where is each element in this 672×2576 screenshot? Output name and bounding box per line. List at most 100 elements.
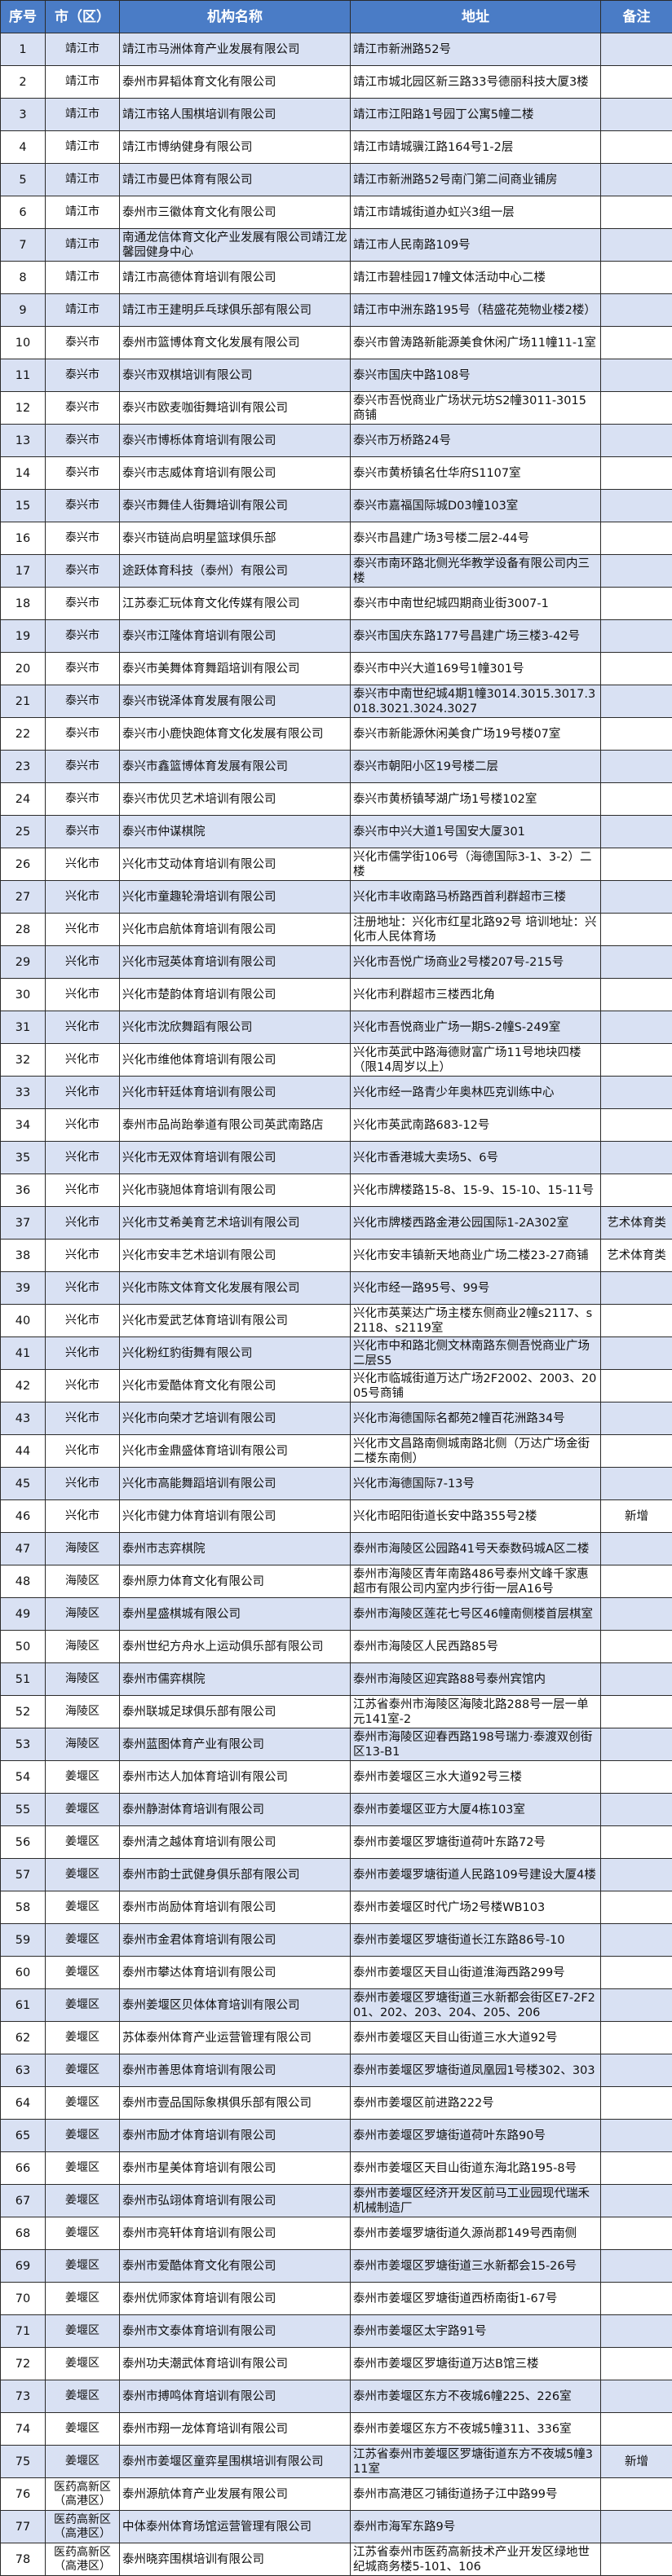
row-address: 泰州市海陵区莲花七号区46幢南侧楼首层棋室 bbox=[350, 1597, 601, 1631]
row-remark bbox=[600, 2086, 672, 2120]
row-remark bbox=[600, 1108, 672, 1142]
row-institution-name: 泰兴市欧麦咖街舞培训有限公司 bbox=[119, 391, 351, 425]
row-institution-name: 途跃体育科技（泰州）有限公司 bbox=[119, 554, 351, 588]
row-institution-name: 泰兴市江隆体育培训有限公司 bbox=[119, 619, 351, 653]
row-remark bbox=[600, 1043, 672, 1077]
row-address: 江苏省泰州市医药高新技术产业开发区绿地世纪城商务楼5-101、106 bbox=[350, 2543, 601, 2576]
row-remark bbox=[600, 522, 672, 555]
row-remark bbox=[600, 782, 672, 816]
row-index: 72 bbox=[0, 2347, 46, 2380]
row-index: 38 bbox=[0, 1239, 46, 1272]
row-address: 靖江市城北园区新三路33号德丽科技大厦3楼 bbox=[350, 65, 601, 99]
row-institution-name: 靖江市王建明乒乓球俱乐部有限公司 bbox=[119, 293, 351, 327]
row-index: 26 bbox=[0, 848, 46, 881]
row-index: 47 bbox=[0, 1532, 46, 1565]
row-address: 兴化市牌楼路15-8、15-9、15-10、15-11号 bbox=[350, 1174, 601, 1207]
row-index: 14 bbox=[0, 456, 46, 490]
row-district: 姜堰区 bbox=[45, 1956, 120, 1989]
row-remark bbox=[600, 2380, 672, 2413]
row-district: 姜堰区 bbox=[45, 1891, 120, 1924]
row-district: 泰兴市 bbox=[45, 717, 120, 751]
row-remark bbox=[600, 2347, 672, 2380]
row-institution-name: 泰兴市小鹿快跑体育文化发展有限公司 bbox=[119, 717, 351, 751]
row-address: 泰州市海陵区公园路41号天泰数码城A区二楼 bbox=[350, 1532, 601, 1565]
row-address: 注册地址：兴化市红星北路92号 培训地址：兴化市人民体育场 bbox=[350, 913, 601, 946]
row-address: 兴化市牌楼西路金港公园国际1-2A302室 bbox=[350, 1206, 601, 1240]
row-address: 泰州市海陵区人民西路85号 bbox=[350, 1630, 601, 1663]
row-district: 泰兴市 bbox=[45, 522, 120, 555]
row-district: 靖江市 bbox=[45, 33, 120, 66]
row-index: 30 bbox=[0, 978, 46, 1011]
row-remark bbox=[600, 1956, 672, 1989]
row-address: 泰州市姜堰区太宇路91号 bbox=[350, 2314, 601, 2348]
table-header: 序号 市（区） 机构名称 地址 备注 bbox=[0, 0, 672, 33]
row-district: 兴化市 bbox=[45, 1174, 120, 1207]
row-index: 42 bbox=[0, 1369, 46, 1402]
row-address: 靖江市碧桂园17幢文体活动中心二楼 bbox=[350, 261, 601, 294]
row-index: 58 bbox=[0, 1891, 46, 1924]
row-district: 兴化市 bbox=[45, 880, 120, 914]
row-address: 泰州市姜堰区罗塘街道三水新都会街区E7-2F201、202、203、204、20… bbox=[350, 1988, 601, 2022]
row-index: 60 bbox=[0, 1956, 46, 1989]
row-address: 靖江市人民南路109号 bbox=[350, 228, 601, 262]
row-remark bbox=[600, 1662, 672, 1696]
row-institution-name: 靖江市铭人围棋培训有限公司 bbox=[119, 98, 351, 131]
row-index: 36 bbox=[0, 1174, 46, 1207]
header-remark: 备注 bbox=[600, 0, 672, 33]
row-index: 9 bbox=[0, 293, 46, 327]
row-remark bbox=[600, 652, 672, 685]
row-institution-name: 泰州姜堰区贝体体育培训有限公司 bbox=[119, 1988, 351, 2022]
row-institution-name: 兴化市楚韵体育培训有限公司 bbox=[119, 978, 351, 1011]
row-institution-name: 泰州星盛棋城有限公司 bbox=[119, 1597, 351, 1631]
row-district: 兴化市 bbox=[45, 1011, 120, 1044]
table-row: 71 姜堰区 泰州市文泰体育培训有限公司 泰州市姜堰区太宇路91号 bbox=[0, 2314, 672, 2348]
row-institution-name: 靖江市博纳健身有限公司 bbox=[119, 130, 351, 164]
row-remark bbox=[600, 945, 672, 979]
row-institution-name: 兴化市安丰艺术培训有限公司 bbox=[119, 1239, 351, 1272]
row-institution-name: 泰州市搏鸣体育培训有限公司 bbox=[119, 2380, 351, 2413]
row-index: 43 bbox=[0, 1402, 46, 1435]
row-institution-name: 兴化市艾希美育艺术培训有限公司 bbox=[119, 1206, 351, 1240]
row-institution-name: 泰州功夫潮武体育培训有限公司 bbox=[119, 2347, 351, 2380]
row-district: 海陵区 bbox=[45, 1597, 120, 1631]
row-district: 泰兴市 bbox=[45, 815, 120, 848]
row-institution-name: 中体泰州体育场馆运营管理有限公司 bbox=[119, 2510, 351, 2543]
row-district: 泰兴市 bbox=[45, 619, 120, 653]
table-row: 53 海陵区 泰州蓝图体育产业有限公司 泰州市海陵区迎春西路198号瑞力·泰渡双创街区… bbox=[0, 1728, 672, 1761]
row-institution-name: 泰州市励才体育培训有限公司 bbox=[119, 2119, 351, 2152]
row-address: 泰兴市嘉福国际城D03幢103室 bbox=[350, 489, 601, 522]
row-index: 1 bbox=[0, 33, 46, 66]
row-index: 33 bbox=[0, 1076, 46, 1109]
row-address: 泰州市姜堰区罗塘街道万达B馆三楼 bbox=[350, 2347, 601, 2380]
table-row: 39 兴化市 兴化市陈文体育文化发展有限公司 兴化市经一路95号、99号 bbox=[0, 1271, 672, 1305]
row-remark: 新增 bbox=[600, 2445, 672, 2478]
row-index: 78 bbox=[0, 2543, 46, 2576]
row-district: 医药高新区（高港区） bbox=[45, 2510, 120, 2543]
row-remark bbox=[600, 1630, 672, 1663]
table-row: 31 兴化市 兴化市沈欣舞蹈有限公司 兴化市吾悦商业广场一期S-2幢S-249室 bbox=[0, 1011, 672, 1044]
row-remark bbox=[600, 33, 672, 66]
table-row: 48 海陵区 泰州原力体育文化有限公司 泰州市海陵区青年南路486号泰州文峰千家惠超市… bbox=[0, 1565, 672, 1598]
row-remark bbox=[600, 1402, 672, 1435]
row-index: 56 bbox=[0, 1825, 46, 1859]
table-row: 10 泰兴市 泰州市篮博体育文化发展有限公司 泰兴市曾涛路新能源美食休闲广场11幢11… bbox=[0, 326, 672, 359]
table-row: 42 兴化市 兴化市爱酷体育文化有限公司 兴化市临城街道万达广场2F2002、2003… bbox=[0, 1369, 672, 1402]
row-institution-name: 兴化市高能舞蹈培训有限公司 bbox=[119, 1467, 351, 1500]
row-institution-name: 泰州市尚励体育培训有限公司 bbox=[119, 1891, 351, 1924]
table-row: 51 海陵区 泰州市儒弈棋院 泰州市海陵区迎宾路88号泰州宾馆内 bbox=[0, 1662, 672, 1696]
table-row: 14 泰兴市 泰兴市志威体育培训有限公司 泰兴市黄桥镇名仕华府S1107室 bbox=[0, 456, 672, 490]
table-row: 43 兴化市 兴化市向荣才艺培训有限公司 兴化市海德国际名都苑2幢百花洲路34号 bbox=[0, 1402, 672, 1435]
row-index: 40 bbox=[0, 1304, 46, 1337]
row-remark bbox=[600, 1141, 672, 1174]
table-row: 41 兴化市 兴化粉红豹街舞有限公司 兴化市中和路北侧文林南路东侧吾悦商业广场二层S5 bbox=[0, 1336, 672, 1370]
row-address: 兴化市临城街道万达广场2F2002、2003、2005号商铺 bbox=[350, 1369, 601, 1402]
row-index: 52 bbox=[0, 1695, 46, 1728]
row-institution-name: 靖江市马洲体育产业发展有限公司 bbox=[119, 33, 351, 66]
row-district: 靖江市 bbox=[45, 98, 120, 131]
row-remark bbox=[600, 228, 672, 262]
table-row: 70 姜堰区 泰州优师家体育培训有限公司 泰州市姜堰区罗塘街道西桥南街1-67号 bbox=[0, 2282, 672, 2315]
row-address: 泰州市姜堰区前进路222号 bbox=[350, 2086, 601, 2120]
row-remark bbox=[600, 293, 672, 327]
table-row: 49 海陵区 泰州星盛棋城有限公司 泰州市海陵区莲花七号区46幢南侧楼首层棋室 bbox=[0, 1597, 672, 1631]
